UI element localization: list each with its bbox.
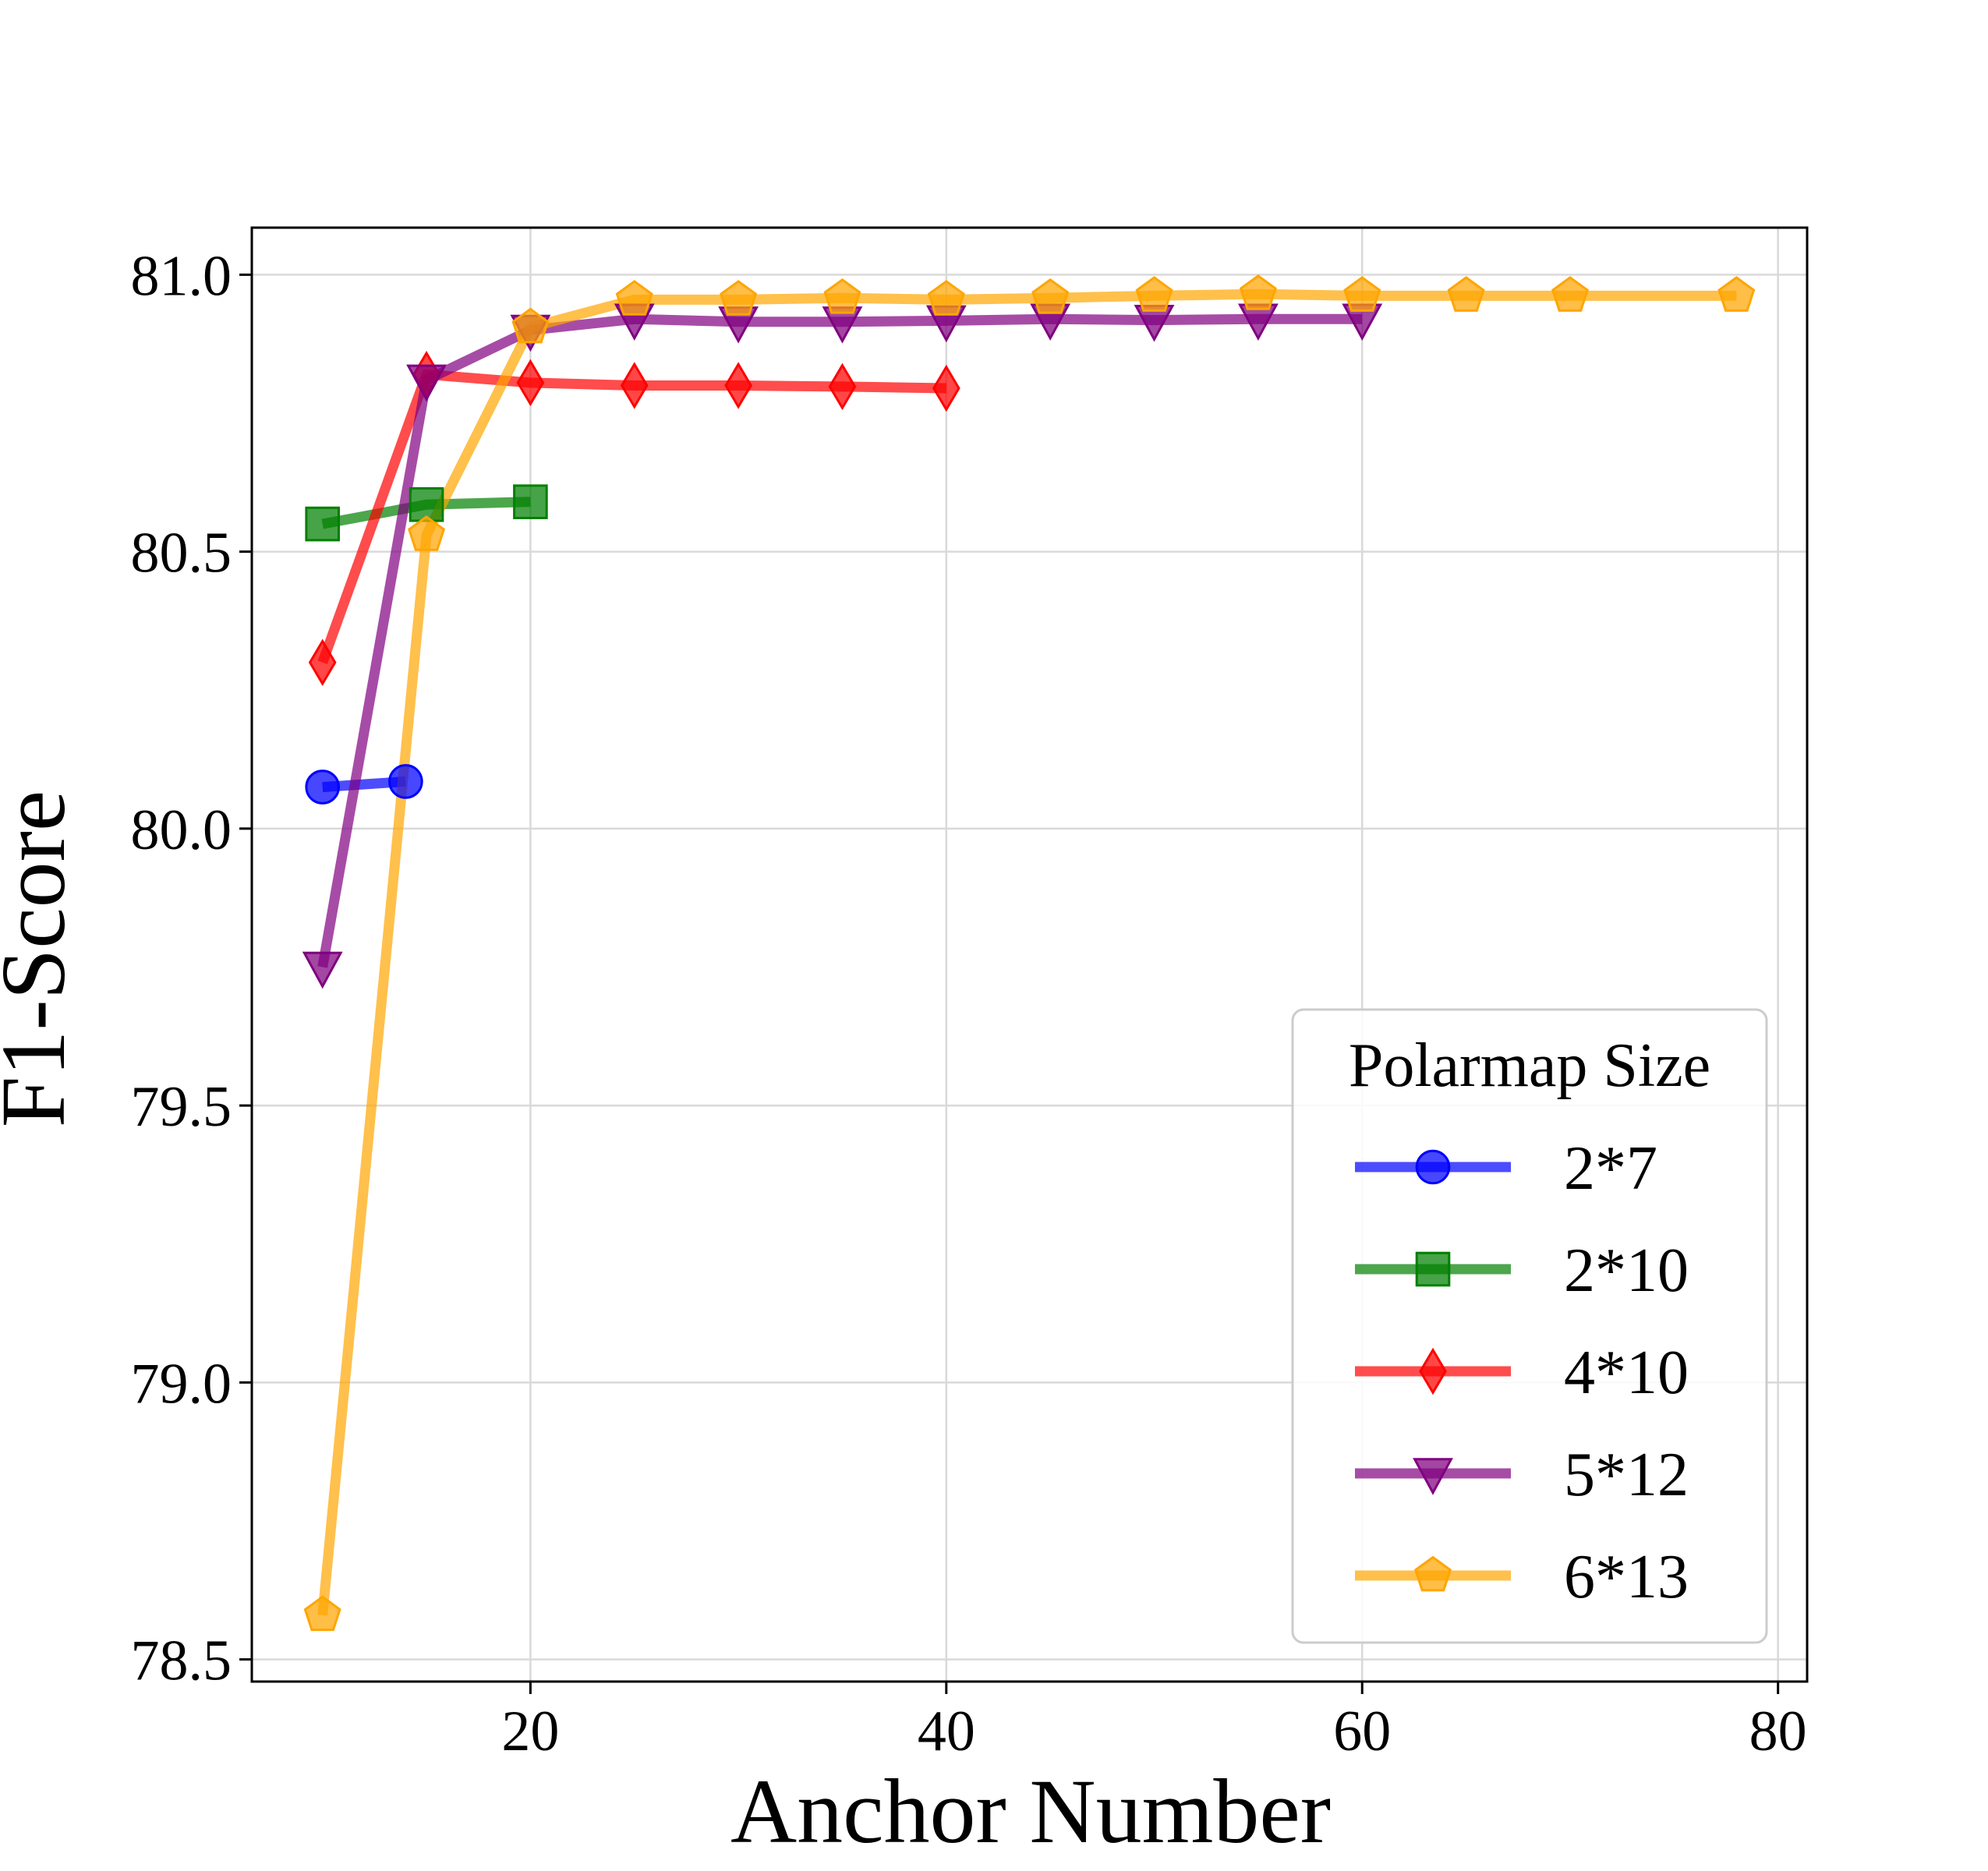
legend-marker xyxy=(1415,1149,1451,1185)
y-tick-label: 80.0 xyxy=(131,798,232,862)
data-point xyxy=(1551,276,1589,312)
legend-item: 5*12 xyxy=(1355,1441,1689,1509)
legend: Polarmap Size 2*7 2*10 4*10 5*12 6*13 xyxy=(1291,1008,1768,1644)
legend-label: 2*7 xyxy=(1564,1134,1657,1203)
data-point xyxy=(724,362,752,409)
legend-marker xyxy=(1413,1555,1452,1592)
data-point xyxy=(932,364,960,412)
legend-box xyxy=(1291,1008,1768,1644)
data-point xyxy=(823,278,861,314)
data-point xyxy=(516,359,545,407)
y-tick-label: 78.5 xyxy=(131,1629,232,1693)
data-point xyxy=(615,280,653,316)
data-point xyxy=(513,484,548,519)
legend-label: 2*10 xyxy=(1564,1236,1689,1305)
data-point xyxy=(302,951,343,989)
data-point xyxy=(511,307,550,344)
y-axis-label: F1-Score xyxy=(0,790,84,1128)
legend-label: 5*12 xyxy=(1564,1441,1689,1509)
legend-label: 6*13 xyxy=(1564,1543,1689,1611)
legend-item: 2*10 xyxy=(1355,1236,1689,1305)
y-tick-label: 79.5 xyxy=(131,1075,232,1139)
axis-ticks: 20 40 60 80 78.5 79.0 79.5 80.0 80.5 81.0 xyxy=(131,244,1807,1763)
legend-item: 4*10 xyxy=(1355,1339,1689,1407)
legend-title: Polarmap Size xyxy=(1349,1031,1710,1100)
series-markers xyxy=(302,274,1756,1632)
data-point xyxy=(406,364,447,402)
x-tick-label: 80 xyxy=(1749,1699,1807,1763)
data-point xyxy=(1343,276,1381,312)
plot-frame xyxy=(250,226,1809,1683)
data-point xyxy=(305,506,340,542)
data-point xyxy=(308,638,337,686)
data-point xyxy=(1717,276,1756,312)
data-point xyxy=(1447,276,1485,312)
x-axis-label: Anchor Number xyxy=(730,1760,1331,1862)
x-tick-label: 40 xyxy=(918,1699,975,1763)
y-tick-label: 80.5 xyxy=(131,522,232,585)
legend-marker xyxy=(1413,1458,1453,1495)
data-point xyxy=(303,1595,341,1632)
data-point xyxy=(720,280,758,316)
data-point xyxy=(305,769,340,805)
y-tick-label: 79.0 xyxy=(131,1352,232,1416)
legend-marker xyxy=(1415,1251,1451,1287)
legend-item: 6*13 xyxy=(1355,1543,1689,1611)
x-tick-label: 20 xyxy=(501,1699,559,1763)
legend-marker xyxy=(1419,1347,1447,1395)
data-point xyxy=(1135,276,1173,312)
series-line-3 xyxy=(317,313,1363,968)
data-point xyxy=(388,764,423,799)
legend-label: 4*10 xyxy=(1564,1339,1689,1407)
data-point xyxy=(927,280,965,316)
data-point xyxy=(1239,274,1277,310)
y-tick-label: 81.0 xyxy=(131,244,232,308)
data-point xyxy=(620,362,649,409)
legend-item: 2*7 xyxy=(1355,1134,1657,1203)
grid-lines xyxy=(252,228,1807,1682)
data-point xyxy=(828,363,857,411)
data-point xyxy=(408,515,446,551)
data-point xyxy=(1031,278,1070,314)
x-tick-label: 60 xyxy=(1333,1699,1391,1763)
